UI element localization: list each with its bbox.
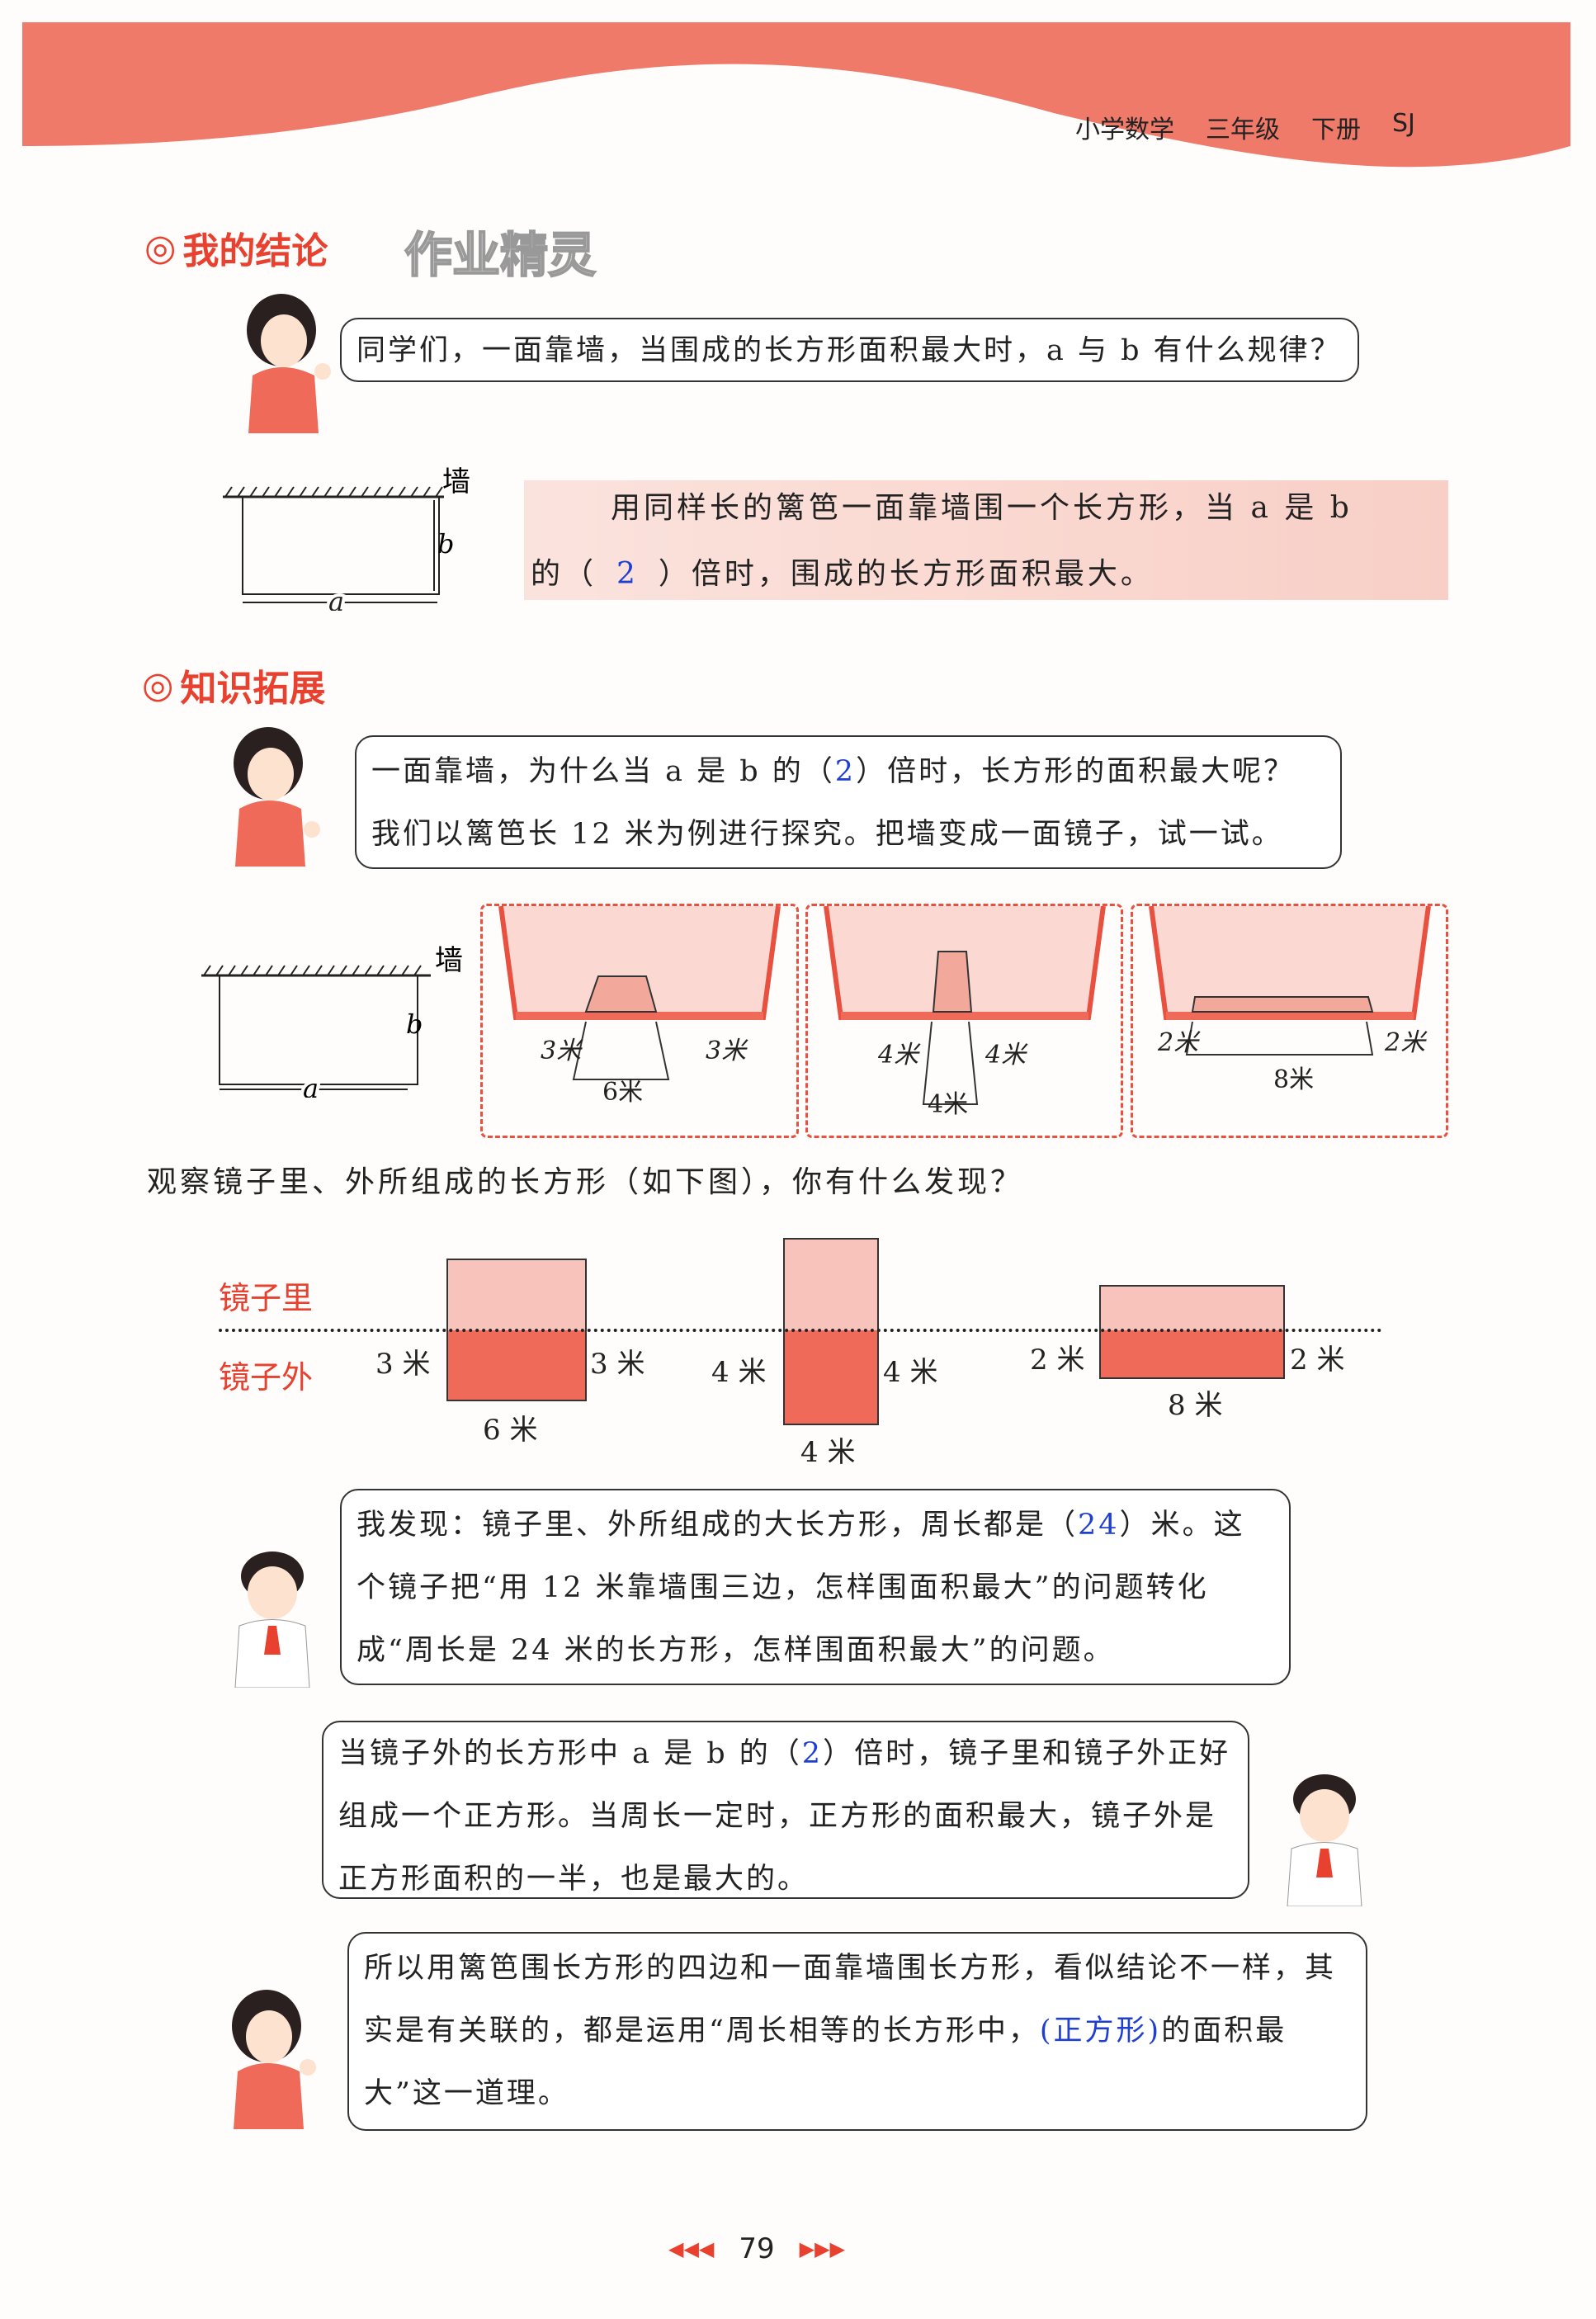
- wall-fence-diagram: 墙 b a: [223, 465, 470, 611]
- edition: SJ: [1392, 109, 1415, 138]
- section-title-conclusion: ◎ 我的结论: [144, 226, 328, 273]
- rect-2-outside: [783, 1330, 879, 1425]
- header-info: 小学数学 三年级 下册 SJ: [1075, 109, 1415, 145]
- wall-label: 墙: [442, 465, 470, 498]
- teacher-girl-illustration: [232, 1990, 316, 2129]
- watermark: 作业精灵: [404, 226, 597, 284]
- a-label: a: [303, 1073, 319, 1098]
- target-icon: ◎: [142, 664, 174, 706]
- page-footer: ◀◀◀ 79 ▶▶▶: [668, 2232, 845, 2265]
- mirror-panel-1: 3米 3米 6米: [480, 904, 799, 1138]
- wall-fence-diagram-2: 墙 b a: [201, 944, 463, 1098]
- rect-3-inside: [1099, 1285, 1285, 1330]
- rect-1-inside: [446, 1259, 587, 1330]
- legend-outside: 镜子外: [219, 1359, 314, 1396]
- conclusion-box: 用同样长的篱笆一面靠墙围一个长方形，当 a 是 b 的（ 2 ）倍时，围成的长方形面…: [524, 480, 1448, 600]
- speech-bubble-teacher-question: 同学们，一面靠墙，当围成的长方形面积最大时，a 与 b 有什么规律？: [340, 318, 1359, 382]
- speech-bubble-teacher-why: 一面靠墙，为什么当 a 是 b 的（2）倍时，长方形的面积最大呢？我们以篱笆长 …: [355, 735, 1342, 869]
- legend-inside: 镜子里: [219, 1280, 314, 1316]
- b-label: b: [406, 1008, 423, 1040]
- wall-label: 墙: [435, 944, 463, 977]
- teacher-girl-illustration: [234, 727, 320, 867]
- section-title-extension: ◎ 知识拓展: [142, 664, 326, 711]
- question-text: 观察镜子里、外所组成的长方形（如下图），你有什么发现？: [147, 1165, 1024, 1199]
- prev-arrows-icon: ◀◀◀: [668, 2237, 715, 2260]
- page-number: 79: [739, 2232, 775, 2265]
- speech-bubble-boy-discovery: 我发现：镜子里、外所组成的大长方形，周长都是（24）米。这个镜子把“用 12 米…: [340, 1489, 1291, 1685]
- a-label: a: [328, 586, 344, 611]
- boy-illustration: [234, 1552, 310, 1688]
- speech-bubble-teacher-summary: 所以用篱笆围长方形的四边和一面靠墙围长方形，看似结论不一样，其实是有关联的，都是…: [347, 1932, 1367, 2131]
- rect-2-inside: [783, 1238, 879, 1330]
- boy-illustration: [1287, 1774, 1362, 1906]
- next-arrows-icon: ▶▶▶: [799, 2237, 846, 2260]
- answer-fill: 2: [616, 557, 639, 591]
- b-label: b: [437, 528, 454, 560]
- mirror-panel-2: 4米 4米 4米: [805, 904, 1123, 1138]
- rect-3-outside: [1099, 1330, 1285, 1379]
- header-band: [22, 22, 1570, 168]
- mirror-line: [219, 1329, 1382, 1332]
- mirror-panel-3: 2米 2米 8米: [1131, 904, 1448, 1138]
- teacher-girl-illustration: [247, 294, 331, 433]
- grade: 三年级: [1206, 116, 1280, 144]
- rect-1-outside: [446, 1330, 587, 1401]
- speech-bubble-boy-square: 当镜子外的长方形中 a 是 b 的（2）倍时，镜子里和镜子外正好组成一个正方形。…: [322, 1721, 1249, 1899]
- subject: 小学数学: [1075, 116, 1174, 144]
- target-icon: ◎: [144, 226, 177, 269]
- volume: 下册: [1311, 116, 1361, 144]
